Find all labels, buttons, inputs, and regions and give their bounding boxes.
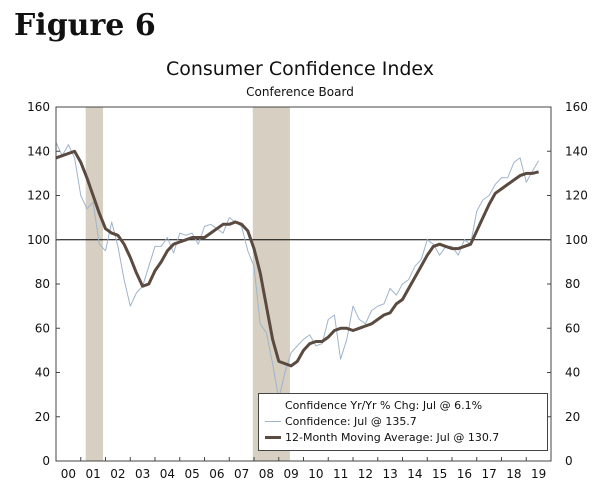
y-tick-label-left-40: 40 bbox=[35, 366, 50, 380]
y-tick-label-left-20: 20 bbox=[35, 410, 50, 424]
x-tick-label-08: 08 bbox=[259, 467, 274, 481]
legend-label-confidence: Confidence: Jul @ 135.7 bbox=[285, 415, 417, 428]
x-tick-label-02: 02 bbox=[110, 467, 125, 481]
moving-average-series-line bbox=[55, 149, 539, 368]
figure-label: Figure 6 bbox=[14, 8, 156, 43]
x-tick-label-07: 07 bbox=[234, 467, 249, 481]
y-tick-label-left-120: 120 bbox=[27, 189, 50, 203]
y-tick-label-left-80: 80 bbox=[35, 277, 50, 291]
y-tick-label-right-140: 140 bbox=[565, 144, 588, 158]
legend-label-yoy: Confidence Yr/Yr % Chg: Jul @ 6.1% bbox=[285, 399, 483, 412]
legend-entry-confidence: Confidence: Jul @ 135.7 bbox=[265, 414, 417, 429]
legend-entry-moving-average: 12-Month Moving Average: Jul @ 130.7 bbox=[265, 430, 499, 445]
x-tick-label-04: 04 bbox=[160, 467, 175, 481]
x-tick-label-11: 11 bbox=[333, 467, 348, 481]
x-tick-label-12: 12 bbox=[358, 467, 373, 481]
legend-label-moving-average: 12-Month Moving Average: Jul @ 130.7 bbox=[285, 431, 500, 444]
y-tick-label-right-80: 80 bbox=[565, 277, 580, 291]
x-tick-label-05: 05 bbox=[184, 467, 199, 481]
legend-swatch-yoy bbox=[265, 404, 281, 407]
y-tick-label-left-140: 140 bbox=[27, 144, 50, 158]
x-tick-label-19: 19 bbox=[531, 467, 546, 481]
chart-subtitle: Conference Board bbox=[246, 85, 354, 99]
legend: Confidence Yr/Yr % Chg: Jul @ 6.1% Confi… bbox=[258, 393, 548, 451]
chart-title: Consumer Confidence Index bbox=[165, 58, 435, 80]
y-tick-label-right-20: 20 bbox=[565, 410, 580, 424]
x-tick-label-14: 14 bbox=[407, 467, 422, 481]
x-tick-label-16: 16 bbox=[457, 467, 472, 481]
y-tick-label-right-120: 120 bbox=[565, 189, 588, 203]
y-tick-label-right-60: 60 bbox=[565, 321, 580, 335]
y-tick-label-right-160: 160 bbox=[565, 100, 588, 114]
y-tick-label-left-60: 60 bbox=[35, 321, 50, 335]
y-tick-label-right-40: 40 bbox=[565, 366, 580, 380]
x-tick-label-15: 15 bbox=[432, 467, 447, 481]
y-tick-label-left-100: 100 bbox=[27, 233, 50, 247]
x-tick-label-17: 17 bbox=[481, 467, 496, 481]
x-tick-label-09: 09 bbox=[283, 467, 298, 481]
x-tick-label-13: 13 bbox=[382, 467, 397, 481]
x-tick-label-03: 03 bbox=[135, 467, 150, 481]
legend-entry-yoy: Confidence Yr/Yr % Chg: Jul @ 6.1% bbox=[265, 398, 482, 413]
x-tick-label-01: 01 bbox=[85, 467, 100, 481]
y-tick-label-right-100: 100 bbox=[565, 233, 588, 247]
confidence-series-line bbox=[55, 142, 540, 400]
x-tick-label-00: 00 bbox=[61, 467, 76, 481]
legend-swatch-moving-average bbox=[265, 436, 281, 439]
x-tick-label-10: 10 bbox=[308, 467, 323, 481]
y-tick-label-left-160: 160 bbox=[27, 100, 50, 114]
x-tick-label-18: 18 bbox=[506, 467, 521, 481]
legend-swatch-confidence bbox=[265, 421, 281, 422]
y-tick-label-right-0: 0 bbox=[565, 454, 573, 468]
x-tick-label-06: 06 bbox=[209, 467, 224, 481]
series-layer bbox=[55, 142, 551, 400]
y-tick-label-left-0: 0 bbox=[42, 454, 50, 468]
recession-band-1 bbox=[85, 107, 104, 461]
